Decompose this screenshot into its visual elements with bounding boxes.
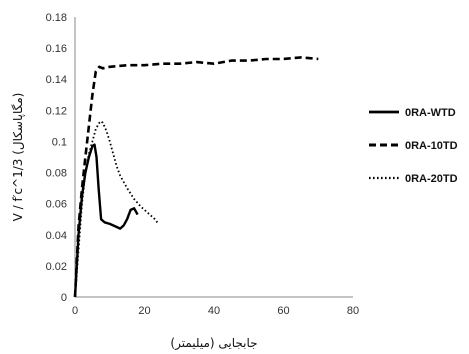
y-tick-label: 0.02 — [46, 261, 67, 273]
legend: 0RA-WTD 0RA-10TD 0RA-20TD — [369, 107, 458, 185]
y-tick-label: 0.04 — [46, 230, 67, 242]
legend-label-0: 0RA-WTD — [405, 107, 456, 119]
y-tick-labels: 0 0.02 0.04 0.06 0.08 0.1 0.12 0.14 0.16 0.18 — [46, 12, 67, 304]
y-tick-label: 0.1 — [52, 136, 67, 148]
legend-label-1: 0RA-10TD — [405, 140, 458, 152]
x-tick-label: 80 — [347, 305, 359, 317]
axes — [74, 17, 353, 298]
y-tick-label: 0.14 — [46, 74, 67, 86]
y-tick-label: 0.06 — [46, 199, 67, 211]
y-tick-label: 0.16 — [46, 43, 67, 55]
y-tick-label: 0 — [61, 292, 67, 304]
x-tick-label: 0 — [72, 305, 78, 317]
y-axis-title: V / f′c^1/3 (مگاپاسکال) — [11, 93, 25, 222]
series-line-1 — [73, 56, 319, 298]
x-tick-label: 20 — [138, 305, 150, 317]
series-line-2 — [74, 120, 160, 298]
series-line-0 — [73, 143, 139, 298]
x-tick-label: 60 — [277, 305, 289, 317]
x-tick-label: 40 — [208, 305, 220, 317]
x-tick-labels: 0 20 40 60 80 — [72, 305, 359, 317]
y-tick-label: 0.08 — [46, 168, 67, 180]
y-tick-label: 0.12 — [46, 105, 67, 117]
legend-label-2: 0RA-20TD — [405, 173, 458, 185]
x-axis-title: جابجایی (میلیمتر) — [170, 336, 257, 351]
y-tick-label: 0.18 — [46, 12, 67, 24]
series-layer — [73, 56, 319, 298]
